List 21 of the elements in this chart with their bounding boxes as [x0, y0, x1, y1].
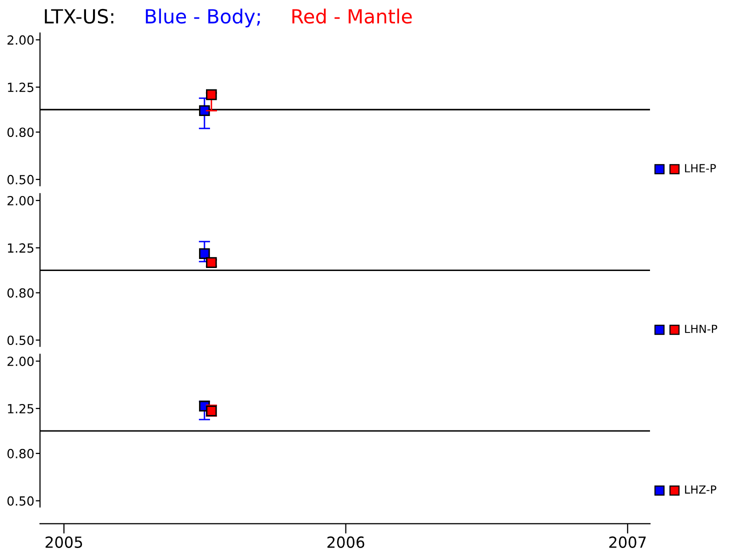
- text: LHE-P: [685, 164, 716, 172]
- text: Blue - Body;: [146, 8, 260, 28]
- y-tick-label: 2.00: [8, 356, 34, 366]
- text: LHN-P: [685, 324, 718, 333]
- y-tick-label: 1.25: [8, 243, 34, 253]
- y-tick-label: 0.50: [7, 174, 34, 184]
- y-tick-label: 1.25: [8, 404, 34, 414]
- y-tick-label: 1.25: [8, 82, 34, 92]
- y-tick-label: 0.80: [7, 288, 34, 298]
- y-tick-label: 0.50: [7, 496, 34, 506]
- x-tick-label: 2006: [327, 536, 364, 548]
- y-tick-label: 2.00: [8, 35, 34, 45]
- text: Red - Mantle: [292, 8, 412, 24]
- x-tick-label: 2005: [46, 536, 82, 548]
- y-tick-label: 0.80: [7, 448, 34, 458]
- y-tick-label: 2.00: [8, 196, 34, 206]
- chart-title: LTX-US:: [44, 8, 114, 24]
- x-tick-label: 2007: [609, 536, 646, 548]
- y-tick-label: 0.80: [7, 128, 34, 138]
- y-tick-label: 0.50: [7, 336, 34, 346]
- text: LHZ-P: [685, 485, 716, 494]
